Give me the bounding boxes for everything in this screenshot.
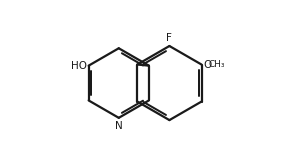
Text: N: N bbox=[115, 121, 123, 131]
Text: O: O bbox=[203, 60, 211, 69]
Text: HO: HO bbox=[71, 61, 87, 71]
Text: F: F bbox=[167, 33, 172, 43]
Text: CH₃: CH₃ bbox=[208, 60, 225, 69]
